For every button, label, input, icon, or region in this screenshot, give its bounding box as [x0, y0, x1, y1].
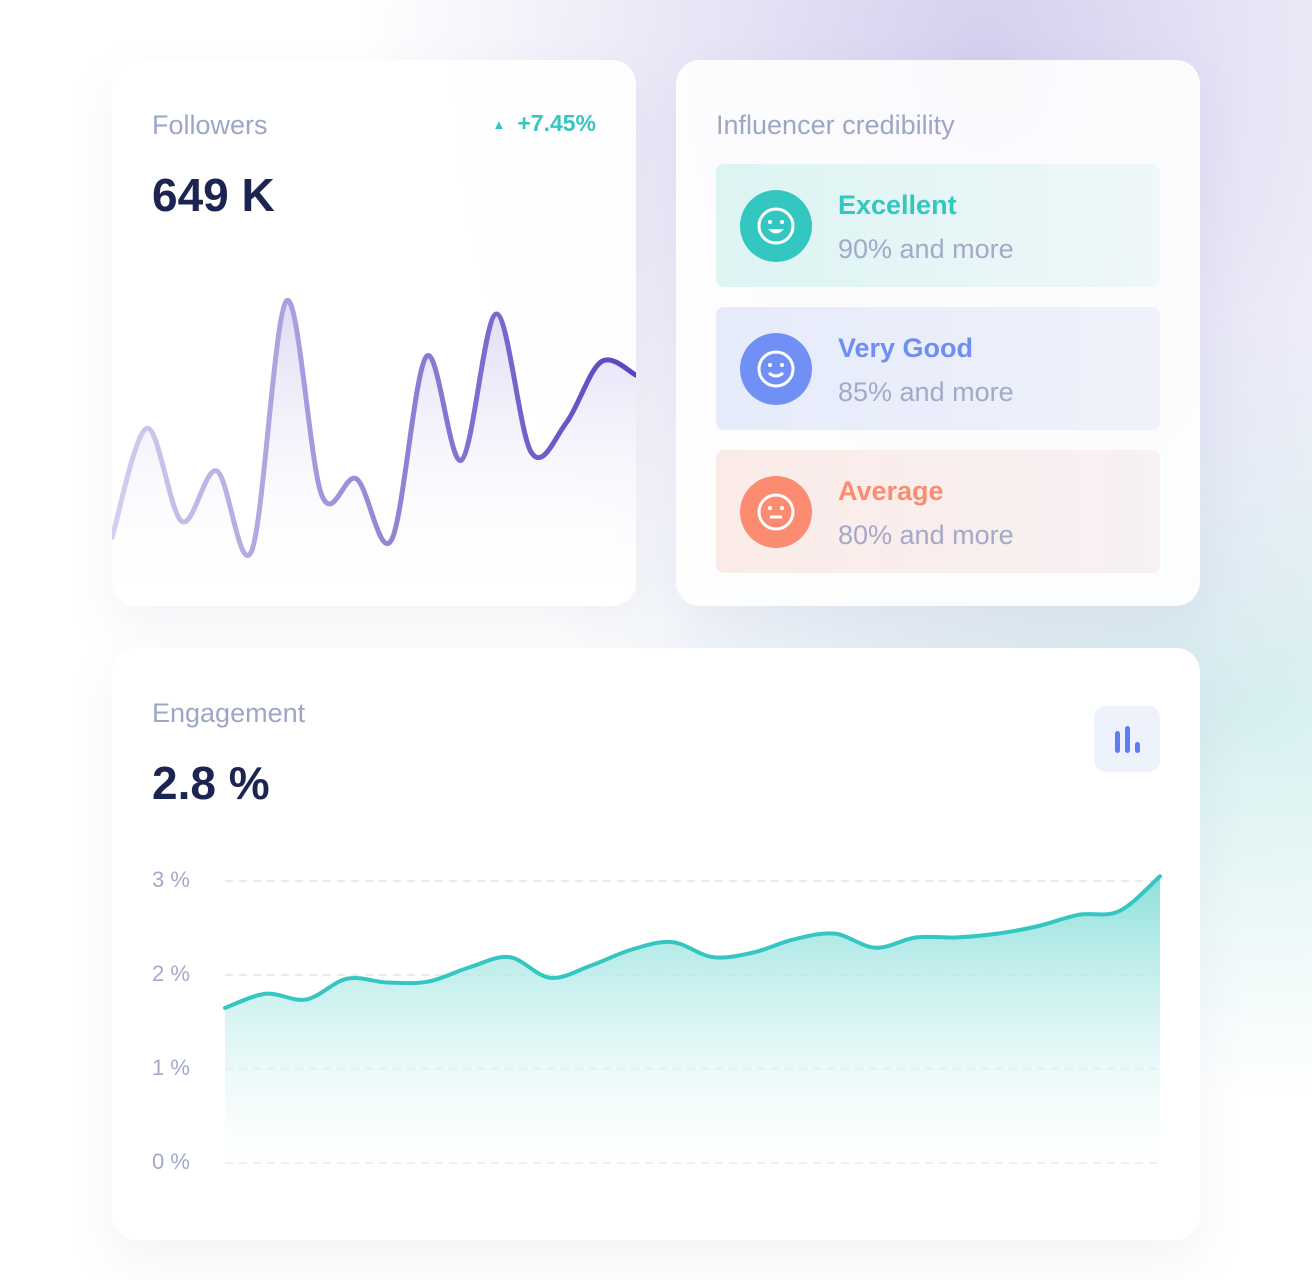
credibility-card: Influencer credibility Excellent 90% and…	[676, 60, 1200, 606]
engagement-label: Engagement	[152, 698, 306, 728]
change-value: +7.45%	[517, 110, 596, 136]
level-row: Excellent 90% and more	[716, 164, 1160, 287]
up-arrow: ▲	[492, 117, 506, 133]
neutral-icon	[740, 476, 812, 548]
level-row: Average 80% and more	[716, 450, 1160, 573]
y-tick-label: 3 %	[152, 867, 190, 892]
smile-icon	[740, 333, 812, 405]
chart-button[interactable]	[1094, 706, 1160, 772]
level-row: Very Good 85% and more	[716, 307, 1160, 430]
smile-icon	[740, 190, 812, 262]
followers-line	[112, 298, 636, 558]
level-name: Average	[838, 476, 944, 506]
followers-label: Followers	[152, 110, 268, 140]
level-name: Excellent	[838, 190, 957, 220]
engagement-line	[223, 874, 1162, 1010]
level-name: Very Good	[838, 333, 974, 363]
engagement-value: 2.8 %	[152, 757, 270, 809]
level-description: 90% and more	[838, 234, 1014, 264]
area-fill	[225, 876, 1160, 1163]
followers-change: ▲ +7.45%	[492, 110, 596, 137]
line-area	[112, 300, 636, 606]
level-description: 80% and more	[838, 520, 1014, 550]
level-description: 85% and more	[838, 377, 1014, 407]
followers-value: 649 K	[152, 169, 275, 221]
y-tick-label: 1 %	[152, 1055, 190, 1080]
y-tick-label: 2 %	[152, 961, 190, 986]
credibility-title: Influencer credibility	[716, 110, 955, 140]
y-tick-label: 0 %	[152, 1149, 190, 1174]
